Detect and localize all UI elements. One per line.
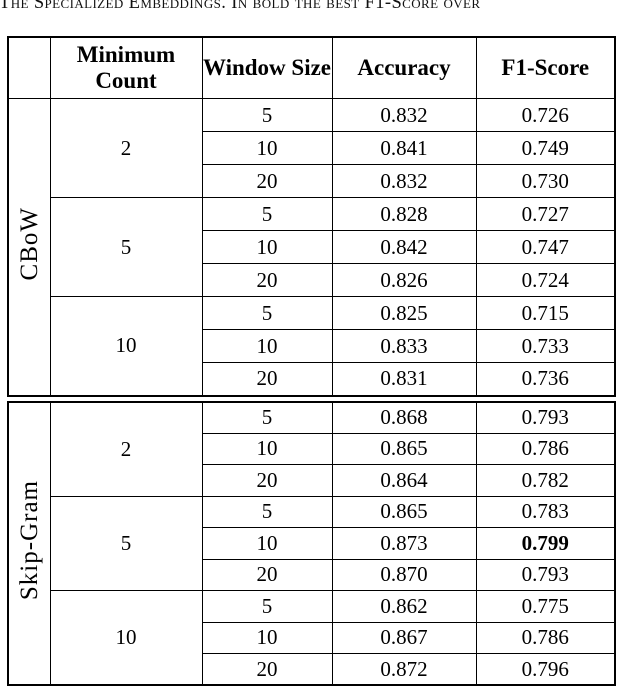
f1-score-cell: 0.727: [475, 197, 616, 231]
f1-score-cell: 0.726: [475, 98, 616, 132]
min-count-cell: 5: [49, 197, 203, 297]
table-row: 20 0.826 0.724: [8, 263, 616, 297]
table-caption: The Specialized Embeddings. In bold the …: [0, 0, 481, 13]
f1-score-cell: 0.749: [475, 131, 616, 165]
table-row: 20 0.864 0.782: [8, 464, 616, 497]
accuracy-cell: 0.825: [331, 296, 477, 330]
accuracy-cell: 0.826: [331, 263, 477, 297]
window-size-cell: 10: [201, 432, 333, 465]
min-count-cell: 5: [49, 495, 203, 591]
f1-score-cell: 0.730: [475, 164, 616, 198]
table-row: 5 5 0.865 0.783: [8, 495, 616, 591]
cbow-rotated-label: CBoW: [15, 207, 43, 281]
f1-score-cell: 0.786: [475, 432, 616, 465]
table-row: 10 0.841 0.749: [8, 131, 616, 165]
window-size-cell: 20: [201, 263, 333, 297]
f1-score-cell: 0.775: [475, 590, 616, 623]
accuracy-cell: 0.865: [331, 495, 477, 528]
results-table-container: Minimum Count Window Size Accuracy F1-Sc…: [7, 36, 616, 686]
window-size-cell: 5: [201, 98, 333, 132]
table-row: 20 0.870 0.793: [8, 558, 616, 591]
skipgram-rotated-label: Skip-Gram: [15, 480, 43, 601]
window-size-cell: 20: [201, 362, 333, 396]
accuracy-cell: 0.841: [331, 131, 477, 165]
accuracy-cell: 0.873: [331, 527, 477, 560]
table-row: 10 0.842 0.747: [8, 230, 616, 264]
cbow-table: Minimum Count Window Size Accuracy F1-Sc…: [7, 36, 616, 397]
f1-score-cell: 0.733: [475, 329, 616, 363]
table-row: 10 5 0.862 0.775: [8, 590, 616, 686]
table-row: CBoW 2 5 0.832 0.726: [7, 98, 616, 396]
window-size-cell: 5: [201, 296, 333, 330]
accuracy-cell: 0.833: [331, 329, 477, 363]
window-size-cell: 10: [201, 621, 333, 654]
section-label-skipgram: Skip-Gram: [7, 401, 51, 686]
accuracy-cell: 0.842: [331, 230, 477, 264]
accuracy-cell: 0.832: [331, 98, 477, 132]
f1-score-cell: 0.786: [475, 621, 616, 654]
accuracy-cell: 0.831: [331, 362, 477, 396]
window-size-cell: 20: [201, 464, 333, 497]
table-row: 10 5 0.825 0.715: [8, 296, 616, 396]
accuracy-cell: 0.867: [331, 621, 477, 654]
window-size-cell: 10: [201, 131, 333, 165]
window-size-cell: 5: [201, 590, 333, 623]
header-window-size: Window Size: [201, 36, 333, 99]
accuracy-cell: 0.862: [331, 590, 477, 623]
table-row: Skip-Gram 2 5 0.868 0.793: [7, 401, 616, 686]
window-size-cell: 5: [201, 401, 333, 434]
section-label-cbow: CBoW: [7, 98, 51, 396]
table-row: 20 0.872 0.796: [8, 653, 616, 686]
window-size-cell: 5: [201, 495, 333, 528]
min-count-cell: 2: [49, 401, 203, 497]
table-row: 20 0.831 0.736: [8, 362, 616, 396]
accuracy-cell: 0.865: [331, 432, 477, 465]
accuracy-cell: 0.868: [331, 401, 477, 434]
accuracy-cell: 0.870: [331, 558, 477, 591]
accuracy-cell: 0.872: [331, 653, 477, 686]
header-minimum-count: Minimum Count: [49, 36, 203, 99]
header-accuracy: Accuracy: [331, 36, 477, 99]
min-count-cell: 10: [49, 296, 203, 396]
f1-score-cell-best: 0.799: [475, 527, 616, 560]
window-size-cell: 20: [201, 653, 333, 686]
accuracy-cell: 0.864: [331, 464, 477, 497]
accuracy-cell: 0.828: [331, 197, 477, 231]
table-row: 5 5 0.828 0.727: [8, 197, 616, 297]
f1-score-cell: 0.796: [475, 653, 616, 686]
table-row: 10 0.865 0.786: [8, 432, 616, 465]
window-size-cell: 5: [201, 197, 333, 231]
f1-score-cell: 0.715: [475, 296, 616, 330]
window-size-cell: 10: [201, 230, 333, 264]
window-size-cell: 10: [201, 527, 333, 560]
f1-score-cell: 0.793: [475, 558, 616, 591]
accuracy-cell: 0.832: [331, 164, 477, 198]
header-empty-cell: [7, 36, 51, 99]
f1-score-cell: 0.747: [475, 230, 616, 264]
table-row: 10 0.873 0.799: [8, 527, 616, 560]
window-size-cell: 20: [201, 558, 333, 591]
skipgram-table: Skip-Gram 2 5 0.868 0.793 10 0.865 0.786…: [7, 400, 616, 686]
f1-score-cell: 0.793: [475, 401, 616, 434]
table-header-row: Minimum Count Window Size Accuracy F1-Sc…: [7, 36, 616, 99]
table-row: 20 0.832 0.730: [8, 164, 616, 198]
min-count-cell: 2: [49, 98, 203, 198]
window-size-cell: 20: [201, 164, 333, 198]
header-f1-score: F1-Score: [475, 36, 616, 99]
min-count-cell: 10: [49, 590, 203, 686]
f1-score-cell: 0.783: [475, 495, 616, 528]
f1-score-cell: 0.724: [475, 263, 616, 297]
window-size-cell: 10: [201, 329, 333, 363]
f1-score-cell: 0.782: [475, 464, 616, 497]
f1-score-cell: 0.736: [475, 362, 616, 396]
